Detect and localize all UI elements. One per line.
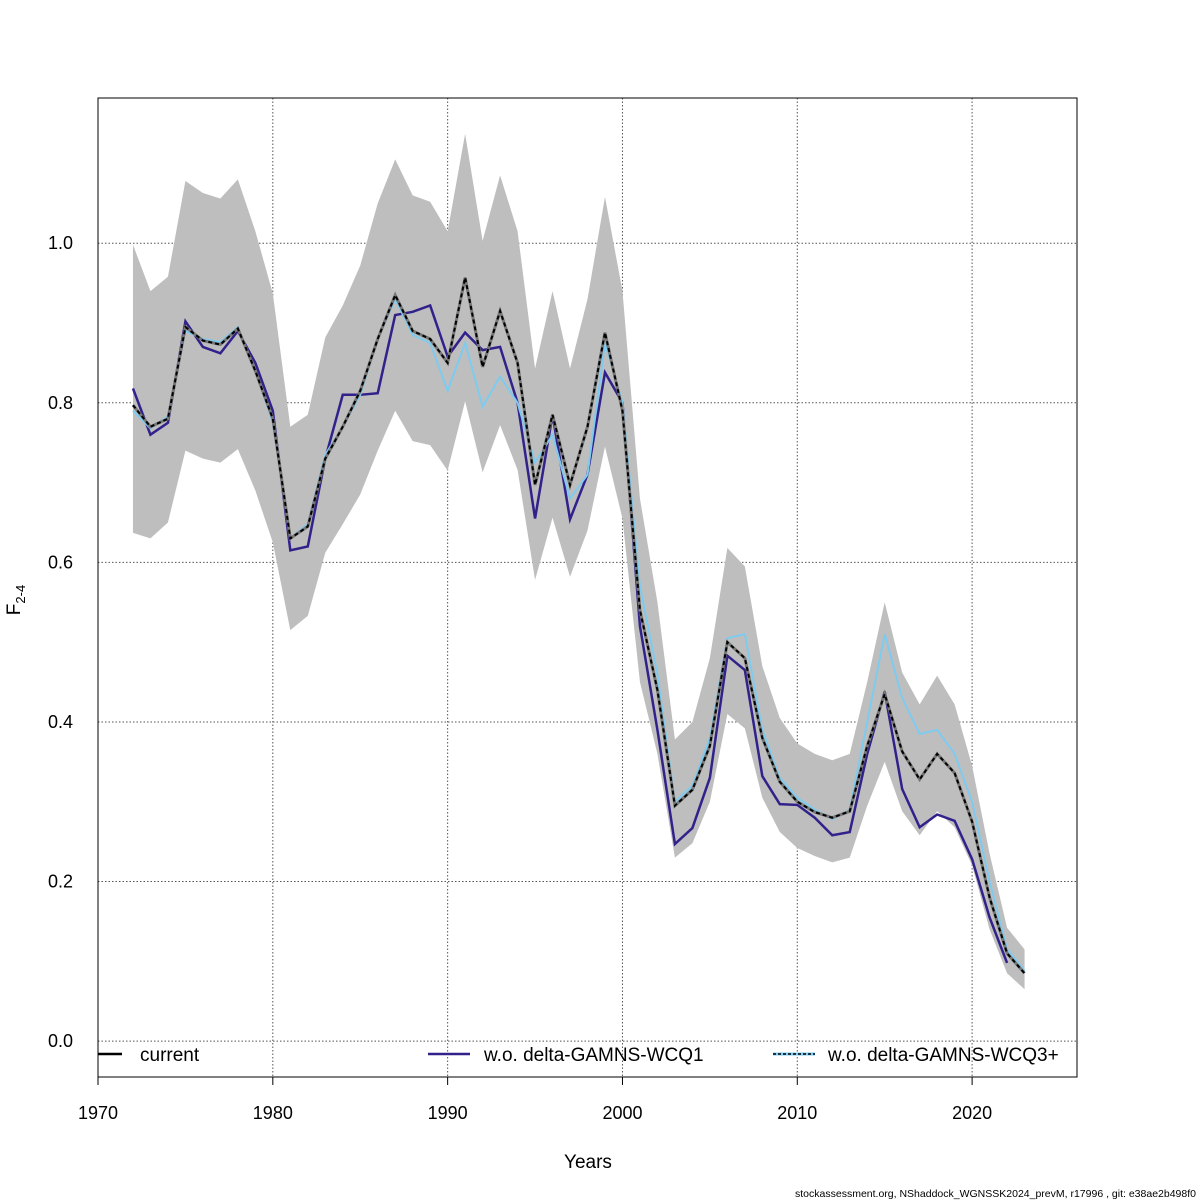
grid <box>97 98 1077 1077</box>
y-axis-label-main: F <box>4 604 25 616</box>
y-axis-label: F2-4 <box>4 585 28 615</box>
x-tick-label: 2020 <box>952 1103 992 1123</box>
x-tick-label: 1970 <box>78 1103 118 1123</box>
y-tick-label: 0.4 <box>48 712 73 732</box>
x-tick-label: 1990 <box>428 1103 468 1123</box>
legend-label: w.o. delta-GAMNS-WCQ1 <box>483 1045 704 1066</box>
x-tick-label: 2000 <box>602 1103 642 1123</box>
legend-label: w.o. delta-GAMNS-WCQ3+ <box>827 1045 1059 1066</box>
legend-label: current <box>140 1045 200 1066</box>
confidence-band <box>132 133 1025 990</box>
x-tick-label: 2010 <box>777 1103 817 1123</box>
legend: current w.o. delta-GAMNS-WCQ1 w.o. delta-G… <box>98 1045 1059 1066</box>
y-tick-label: 0.2 <box>48 872 73 892</box>
y-tick-label: 0.8 <box>48 393 73 413</box>
y-tick-label: 0.6 <box>48 552 73 572</box>
y-tick-label: 0.0 <box>48 1031 73 1051</box>
series-line-current-halo <box>131 277 1026 975</box>
plot-frame <box>97 97 1078 1078</box>
plot-area <box>131 133 1026 990</box>
x-tick-label: 1980 <box>253 1103 293 1123</box>
y-axis-label-sub: 2-4 <box>13 585 28 604</box>
footer-text: stockassessment.org, NShaddock_WGNSSK202… <box>795 1188 1196 1200</box>
axes: 1970 1980 1990 2000 2010 2020 0.0 0.2 0.4 0.6 0.8 1… <box>48 233 992 1123</box>
x-axis-label: Years <box>564 1152 612 1173</box>
y-tick-label: 1.0 <box>48 233 73 253</box>
